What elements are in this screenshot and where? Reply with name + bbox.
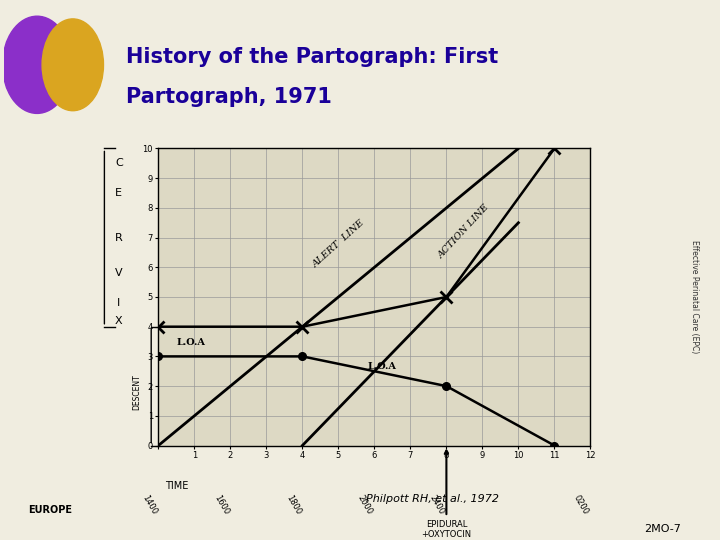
Text: Effective Perinatal Care (EPC): Effective Perinatal Care (EPC) <box>690 240 699 354</box>
Text: 1400: 1400 <box>140 493 158 516</box>
Text: X: X <box>115 316 122 326</box>
Text: ACTION LINE: ACTION LINE <box>437 203 492 260</box>
Text: Partograph, 1971: Partograph, 1971 <box>126 87 332 107</box>
Text: L.O.A: L.O.A <box>367 362 396 372</box>
Text: 0200: 0200 <box>572 493 590 516</box>
Ellipse shape <box>42 19 104 111</box>
Text: DESCENT: DESCENT <box>132 374 141 410</box>
Text: R: R <box>115 233 122 242</box>
Text: TIME: TIME <box>165 481 188 491</box>
Text: Philpott RH, et al., 1972: Philpott RH, et al., 1972 <box>366 495 498 504</box>
Text: 1800: 1800 <box>284 493 302 516</box>
Text: EPIDURAL
+OXYTOCIN: EPIDURAL +OXYTOCIN <box>421 450 472 539</box>
Text: 2000: 2000 <box>356 493 374 516</box>
Text: C: C <box>115 158 122 168</box>
Text: E: E <box>115 188 122 198</box>
Text: V: V <box>115 268 122 278</box>
Text: 2400: 2400 <box>428 493 446 516</box>
Text: 2MO-7: 2MO-7 <box>644 524 681 534</box>
Text: L.O.A: L.O.A <box>176 339 205 348</box>
Text: 1600: 1600 <box>212 493 230 516</box>
Text: EUROPE: EUROPE <box>28 505 73 515</box>
Text: I: I <box>117 298 120 308</box>
Text: History of the Partograph: First: History of the Partograph: First <box>126 46 498 67</box>
Ellipse shape <box>2 16 72 113</box>
Text: ALERT  LINE: ALERT LINE <box>310 218 366 269</box>
